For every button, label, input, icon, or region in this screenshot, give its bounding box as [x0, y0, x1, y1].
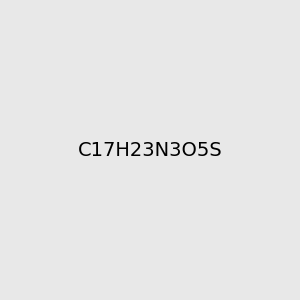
Text: C17H23N3O5S: C17H23N3O5S [78, 140, 222, 160]
